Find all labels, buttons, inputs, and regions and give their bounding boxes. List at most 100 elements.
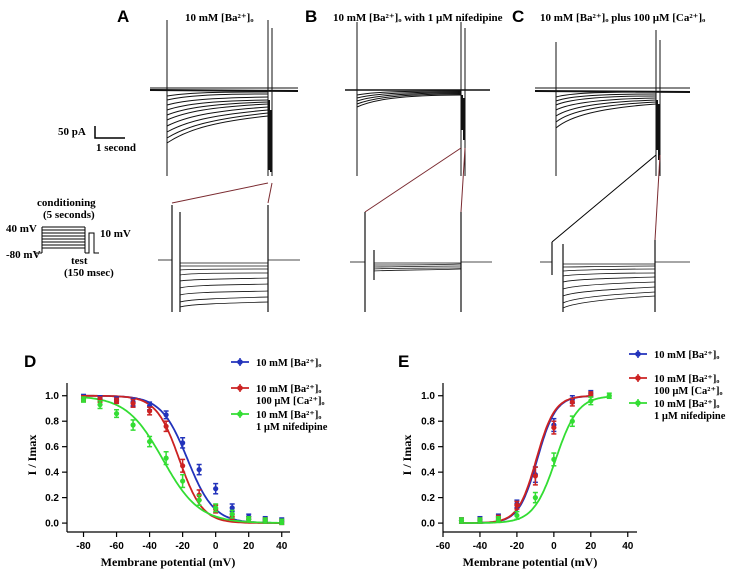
zoom-trace: [179, 283, 269, 289]
protocol-v-high: 40 mV: [6, 223, 37, 235]
data-point: [180, 463, 186, 469]
data-point: [163, 423, 169, 429]
current-trace: [166, 101, 269, 116]
y-axis-label: I / Imax: [400, 435, 414, 476]
chart-letter: D: [24, 352, 36, 371]
legend-marker: [635, 375, 641, 381]
fit-curve: [461, 395, 610, 524]
chart-d: D I / Imax Membrane potential (mV) -80 -6…: [24, 352, 328, 569]
data-point: [213, 486, 219, 492]
zoom-trace: [179, 272, 269, 276]
zoom-trace: [562, 286, 656, 297]
zoom-trace: [562, 295, 656, 309]
y-tick-label: 0.4: [45, 468, 59, 479]
y-tick-label: 0.0: [45, 519, 59, 530]
data-point: [569, 399, 575, 405]
legend-label: 10 mM [Ba²⁺]ₒ: [654, 374, 719, 385]
panel-title-c: 10 mM [Ba²⁺]ₒ plus 100 µM [Ca²⁺]ₒ: [540, 12, 705, 24]
zoom-trace: [179, 290, 269, 296]
current-trace: [166, 109, 269, 133]
zoom-trace: [179, 301, 269, 308]
x-tick-label: 0: [551, 541, 557, 552]
zoom-line: [364, 147, 462, 213]
y-tick-label: 0.8: [45, 417, 59, 428]
data-point: [532, 495, 538, 501]
x-tick-label: 40: [276, 541, 288, 552]
y-tick-label: 0.4: [421, 468, 435, 479]
panel-letter-b: B: [305, 7, 317, 26]
y-tick-label: 1.0: [45, 391, 59, 402]
protocol-steps: [36, 226, 99, 254]
data-point: [458, 517, 465, 524]
current-trace: [555, 91, 657, 98]
x-tick-label: -40: [473, 541, 488, 552]
zoom-trace: [179, 268, 269, 271]
protocol-v-low: -80 mV: [6, 249, 41, 261]
zoom-trace: [562, 268, 656, 272]
trace-group-c-long: [534, 30, 691, 176]
zoom-trace: [373, 263, 462, 266]
y-axis-label: I / Imax: [25, 435, 39, 476]
current-trace: [356, 92, 462, 102]
data-point: [279, 519, 285, 525]
data-point: [514, 512, 520, 519]
fit-curve: [461, 395, 591, 524]
current-trace: [555, 99, 657, 117]
trace-group-a-long: [149, 20, 299, 176]
current-trace: [356, 91, 462, 99]
current-trace: [555, 103, 657, 129]
zoom-trace: [562, 265, 656, 268]
y-tick-label: 0.2: [421, 493, 435, 504]
x-tick-label: -20: [510, 541, 525, 552]
data-point: [569, 418, 575, 424]
legend-marker: [237, 411, 243, 417]
x-tick-label: 40: [622, 541, 634, 552]
data-point: [180, 440, 186, 446]
current-trace: [356, 94, 462, 108]
data-points: [80, 393, 285, 526]
fit-curves: [461, 395, 610, 524]
current-trace: [555, 93, 657, 102]
legend-marker: [237, 385, 243, 391]
current-trace: [166, 115, 269, 144]
y-tick-label: 0.0: [421, 519, 435, 530]
data-point: [80, 396, 87, 403]
scale-bar-time: 1 second: [96, 142, 136, 154]
chart-e: E I / Imax Membrane potential (mV) -60 -4…: [398, 350, 726, 569]
panel-letter-c: C: [512, 7, 524, 26]
data-point: [229, 505, 235, 511]
x-axis-label: Membrane potential (mV): [101, 555, 236, 569]
tail-currents: [656, 100, 660, 160]
zoom-line: [267, 182, 273, 204]
zoom-trace: [179, 277, 269, 282]
legend-label: 10 mM [Ba²⁺]ₒ: [654, 350, 719, 361]
y-tick-label: 0.6: [421, 442, 435, 453]
zoom-connectors: [171, 147, 661, 243]
data-point: [246, 516, 252, 522]
zoom-trace: [373, 267, 462, 270]
zoom-trace: [562, 276, 656, 283]
data-point: [196, 466, 202, 473]
protocol-test-pulse: [85, 232, 99, 254]
chart-letter: E: [398, 352, 409, 371]
panel-title-a: 10 mM [Ba²⁺]ₒ: [185, 12, 253, 24]
protocol-duration-label: (5 seconds): [43, 209, 95, 221]
data-point: [606, 393, 612, 399]
zoom-line: [171, 182, 269, 204]
voltage-protocol: conditioning (5 seconds) 40 mV -80 mV 10…: [6, 197, 131, 279]
legend-label: 10 mM [Ba²⁺]ₒ: [256, 410, 321, 421]
zoom-trace: [373, 265, 462, 268]
baseline-trace: [534, 90, 691, 93]
y-tick-label: 0.6: [45, 442, 59, 453]
current-trace: [166, 91, 269, 97]
data-point: [495, 516, 502, 522]
x-tick-label: -20: [175, 541, 190, 552]
scale-bar: 50 pA 1 second: [58, 126, 136, 154]
x-tick-label: -60: [436, 541, 451, 552]
legend-label: 10 mM [Ba²⁺]ₒ: [256, 358, 321, 369]
legend-marker: [635, 400, 641, 406]
data-point: [514, 502, 520, 508]
data-point: [146, 408, 153, 414]
zoom-line: [654, 154, 661, 241]
